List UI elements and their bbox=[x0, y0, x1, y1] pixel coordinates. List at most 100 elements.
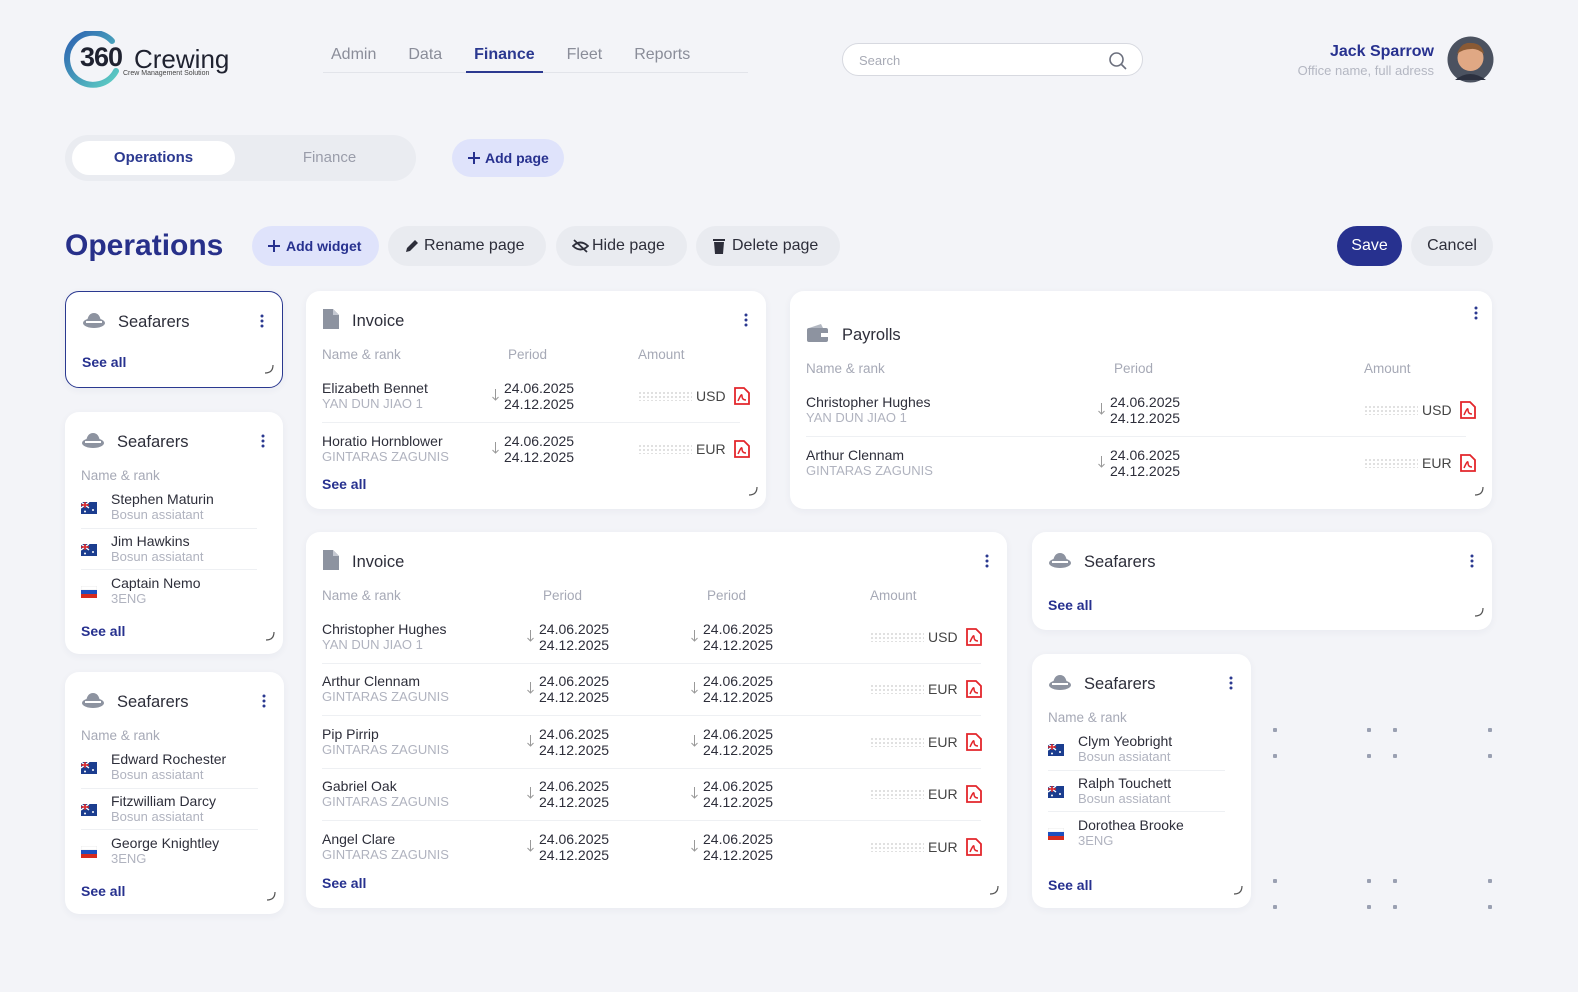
icon bbox=[1474, 306, 1478, 320]
widget-menu[interactable] bbox=[1470, 554, 1474, 573]
period-arrow bbox=[527, 786, 539, 802]
resize-handle[interactable] bbox=[266, 888, 276, 906]
icon-part bbox=[81, 762, 89, 769]
widget-icon bbox=[81, 431, 105, 454]
person-rank: GINTARAS ZAGUNIS bbox=[322, 794, 449, 810]
pdf-download[interactable] bbox=[733, 386, 750, 405]
nav-item[interactable]: Reports bbox=[634, 46, 691, 63]
icon bbox=[83, 312, 105, 328]
add-widget-button[interactable]: Add widget bbox=[252, 226, 379, 266]
save-button[interactable]: Save bbox=[1337, 226, 1402, 266]
seafarer-row: Captain Nemo 3ENG bbox=[80, 570, 257, 612]
period-cell: 24.06.2025 24.12.2025 bbox=[492, 433, 638, 465]
pdf-download[interactable] bbox=[965, 838, 982, 857]
button-label: Delete page bbox=[732, 237, 819, 254]
main-nav: Admin Data Finance Fleet Reports bbox=[323, 42, 748, 73]
icon-part bbox=[1474, 311, 1478, 315]
see-all-link[interactable]: See all bbox=[322, 875, 367, 891]
resize-handle[interactable] bbox=[989, 882, 999, 900]
icon-part bbox=[468, 152, 480, 164]
delete-page-button[interactable]: Delete page bbox=[696, 226, 840, 266]
see-all-link[interactable]: See all bbox=[82, 354, 127, 370]
pdf-download[interactable] bbox=[1459, 453, 1476, 472]
nav-item[interactable]: Fleet bbox=[566, 46, 603, 63]
user-name[interactable]: Jack Sparrow bbox=[1329, 43, 1434, 60]
icon-part bbox=[691, 682, 698, 694]
icon bbox=[691, 629, 698, 642]
cancel-button[interactable]: Cancel bbox=[1411, 226, 1493, 266]
pdf-download[interactable] bbox=[965, 732, 982, 751]
flag bbox=[80, 543, 97, 556]
avatar[interactable] bbox=[1447, 36, 1494, 83]
widget-menu[interactable] bbox=[262, 694, 266, 713]
period-date: 24.12.2025 bbox=[539, 741, 610, 758]
person-rank: GINTARAS ZAGUNIS bbox=[322, 448, 449, 464]
flag bbox=[80, 585, 98, 598]
widget-menu[interactable] bbox=[260, 314, 264, 333]
see-all-link[interactable]: See all bbox=[81, 623, 126, 639]
icon bbox=[527, 682, 534, 694]
see-all-link[interactable]: See all bbox=[1048, 877, 1093, 893]
icon-part bbox=[1470, 559, 1474, 563]
add-page-button[interactable]: Add page bbox=[452, 139, 564, 177]
icon bbox=[691, 734, 698, 747]
nav-item[interactable]: Admin bbox=[331, 46, 377, 63]
column-label: Name & rank bbox=[806, 360, 885, 376]
widget-header: Seafarers bbox=[65, 427, 283, 457]
trash-icon bbox=[713, 239, 725, 254]
column-label: Amount bbox=[638, 346, 685, 362]
pdf-download[interactable] bbox=[965, 627, 982, 646]
resize-handle[interactable] bbox=[1474, 604, 1484, 622]
drop-marker bbox=[1367, 905, 1371, 909]
drop-marker bbox=[1393, 879, 1397, 883]
amount-hidden bbox=[1364, 457, 1418, 468]
rename-page-button[interactable]: Rename page bbox=[388, 226, 546, 266]
icon-part bbox=[736, 446, 746, 455]
icon-part bbox=[989, 885, 999, 895]
tab[interactable]: Finance bbox=[302, 149, 357, 166]
seafarer-row: Stephen Maturin Bosun assiatant bbox=[80, 487, 257, 529]
period-date: 24.12.2025 bbox=[703, 689, 774, 706]
resize-handle[interactable] bbox=[1474, 483, 1484, 501]
widget-menu[interactable] bbox=[985, 554, 989, 573]
widget-menu[interactable] bbox=[1474, 306, 1478, 325]
nav-item[interactable]: Finance bbox=[466, 42, 543, 73]
icon-part bbox=[968, 792, 978, 800]
resize-handle[interactable] bbox=[265, 628, 275, 646]
resize-handle[interactable] bbox=[1233, 882, 1243, 900]
nav-item[interactable]: Data bbox=[408, 46, 443, 63]
icon-part bbox=[81, 849, 97, 854]
period-date: 24.12.2025 bbox=[703, 794, 774, 811]
widget-menu[interactable] bbox=[261, 434, 265, 453]
tab[interactable]: Operations bbox=[72, 141, 235, 175]
icon-part bbox=[1059, 792, 1061, 795]
logo-tagline: Crew Management Solution bbox=[123, 70, 210, 77]
pencil-icon bbox=[406, 240, 418, 252]
seafarer-cell: Jim Hawkins Bosun assiatant bbox=[111, 533, 204, 565]
hide-page-button[interactable]: Hide page bbox=[556, 226, 687, 266]
icon-part bbox=[691, 787, 698, 799]
pdf-download[interactable] bbox=[965, 785, 982, 804]
period-date: 24.06.2025 bbox=[1110, 393, 1181, 410]
column-label: Name & rank bbox=[81, 468, 160, 483]
widget-icon bbox=[1048, 551, 1072, 574]
icon bbox=[965, 680, 982, 699]
see-all-link[interactable]: See all bbox=[1048, 597, 1093, 613]
pdf-download[interactable] bbox=[1459, 400, 1476, 419]
icon-part bbox=[261, 439, 265, 443]
see-all-link[interactable]: See all bbox=[322, 476, 367, 492]
icon-part bbox=[527, 629, 534, 642]
icon-part bbox=[965, 732, 982, 751]
see-all-link[interactable]: See all bbox=[81, 883, 126, 899]
widget-menu[interactable] bbox=[1229, 676, 1233, 695]
drop-marker bbox=[1367, 879, 1371, 883]
widget-menu[interactable] bbox=[744, 313, 748, 332]
icon-part bbox=[1053, 674, 1067, 684]
resize-handle[interactable] bbox=[264, 361, 274, 379]
pdf-download[interactable] bbox=[733, 439, 750, 458]
resize-handle[interactable] bbox=[748, 483, 758, 501]
pdf-download[interactable] bbox=[965, 680, 982, 699]
icon bbox=[1098, 455, 1105, 468]
search-box[interactable]: Search bbox=[842, 43, 1143, 76]
icon-part bbox=[1048, 835, 1064, 840]
